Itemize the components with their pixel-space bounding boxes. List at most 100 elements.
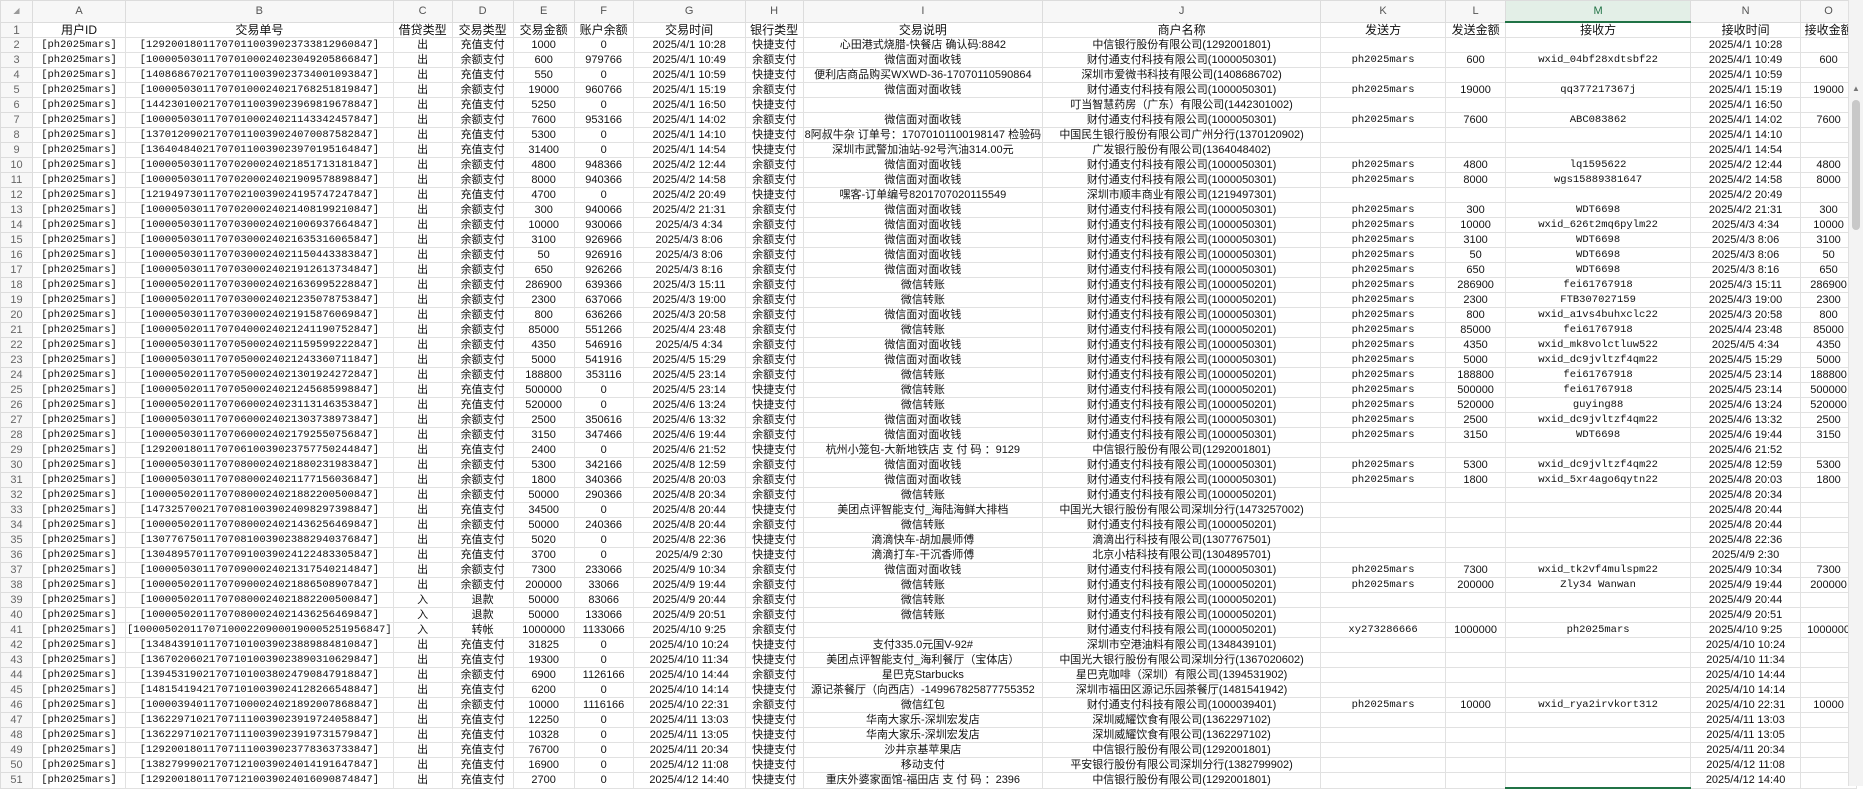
cell-e[interactable]: 550 [512, 67, 575, 83]
cell-k[interactable] [1320, 592, 1447, 608]
cell-j[interactable]: 中国光大银行股份有限公司深圳分行(1473257002) [1042, 502, 1322, 518]
cell-i[interactable]: 微信转账 [802, 367, 1044, 383]
cell-g[interactable]: 2025/4/6 13:24 [632, 397, 746, 413]
cell-i[interactable]: 微信面对面收钱 [802, 247, 1044, 263]
cell-k[interactable]: ph2025mars [1320, 367, 1447, 383]
cell-n[interactable]: 2025/4/10 22:31 [1690, 697, 1802, 713]
cell-a[interactable]: [ph2025mars] [32, 307, 126, 323]
cell-m[interactable] [1505, 532, 1692, 548]
cell-n[interactable]: 2025/4/5 23:14 [1690, 382, 1802, 398]
cell-l[interactable]: 600 [1445, 52, 1507, 68]
cell-g[interactable]: 2025/4/2 12:44 [632, 157, 746, 173]
row-number[interactable]: 17 [0, 262, 33, 278]
cell-l[interactable] [1445, 442, 1507, 458]
cell-f[interactable]: 637066 [573, 292, 634, 308]
cell-c[interactable]: 出 [392, 712, 453, 728]
cell-d[interactable]: 余额支付 [451, 82, 514, 98]
cell-i[interactable]: 星巴克Starbucks [802, 667, 1044, 683]
cell-k[interactable] [1320, 127, 1447, 143]
cell-j[interactable]: 财付通支付科技有限公司(1000050301) [1042, 112, 1322, 128]
cell-n[interactable]: 2025/4/6 19:44 [1690, 427, 1802, 443]
cell-l[interactable] [1445, 547, 1507, 563]
cell-n[interactable]: 2025/4/11 13:03 [1690, 712, 1802, 728]
cell-g[interactable]: 2025/4/10 14:14 [632, 682, 746, 698]
cell-a[interactable]: [ph2025mars] [32, 322, 126, 338]
row-number[interactable]: 9 [0, 142, 33, 158]
row-number[interactable]: 20 [0, 307, 33, 323]
cell-e[interactable]: 520000 [512, 397, 575, 413]
cell-c[interactable]: 出 [392, 262, 453, 278]
row-number[interactable]: 12 [0, 187, 33, 203]
cell-l[interactable] [1445, 667, 1507, 683]
cell-c[interactable]: 出 [392, 112, 453, 128]
cell-m[interactable] [1505, 67, 1692, 83]
cell-c[interactable]: 出 [392, 727, 453, 743]
cell-l[interactable]: 7300 [1445, 562, 1507, 578]
cell-m[interactable]: wgs15889381647 [1505, 172, 1692, 188]
cell-l[interactable]: 3100 [1445, 232, 1507, 248]
cell-h[interactable]: 快捷支付 [744, 187, 804, 203]
cell-j[interactable]: 广发银行股份有限公司(1364048402) [1042, 142, 1322, 158]
row-number[interactable]: 3 [0, 52, 33, 68]
cell-d[interactable]: 充值支付 [451, 502, 514, 518]
cell-e[interactable]: 650 [512, 262, 575, 278]
cell-k[interactable] [1320, 187, 1447, 203]
cell-f[interactable]: 0 [573, 442, 634, 458]
cell-n[interactable]: 2025/4/5 23:14 [1690, 367, 1802, 383]
cell-n[interactable]: 2025/4/2 20:49 [1690, 187, 1802, 203]
cell-e[interactable]: 1000 [512, 37, 575, 53]
cell-k[interactable] [1320, 652, 1447, 668]
cell-l[interactable] [1445, 142, 1507, 158]
header-cell-h[interactable]: 银行类型 [744, 21, 804, 38]
cell-j[interactable]: 财付通支付科技有限公司(1000050201) [1042, 367, 1322, 383]
cell-k[interactable] [1320, 727, 1447, 743]
cell-d[interactable]: 余额支付 [451, 202, 514, 218]
row-number[interactable]: 28 [0, 427, 33, 443]
cell-f[interactable]: 0 [573, 397, 634, 413]
cell-c[interactable]: 出 [392, 307, 453, 323]
cell-f[interactable]: 33066 [573, 577, 634, 593]
cell-a[interactable]: [ph2025mars] [32, 412, 126, 428]
cell-a[interactable]: [ph2025mars] [32, 532, 126, 548]
cell-b[interactable]: [100005030117070800024021880231983847] [125, 457, 394, 473]
cell-n[interactable]: 2025/4/8 12:59 [1690, 457, 1802, 473]
cell-a[interactable]: [ph2025mars] [32, 247, 126, 263]
cell-a[interactable]: [ph2025mars] [32, 172, 126, 188]
cell-n[interactable]: 2025/4/1 10:49 [1690, 52, 1802, 68]
cell-b[interactable]: [100005030117070200024021909578898847] [125, 172, 394, 188]
cell-a[interactable]: [ph2025mars] [32, 367, 126, 383]
cell-j[interactable]: 财付通支付科技有限公司(1000050301) [1042, 457, 1322, 473]
cell-a[interactable]: [ph2025mars] [32, 472, 126, 488]
cell-b[interactable]: [100005030117070100024021768251819847] [125, 82, 394, 98]
cell-k[interactable]: ph2025mars [1320, 82, 1447, 98]
cell-n[interactable]: 2025/4/10 14:14 [1690, 682, 1802, 698]
cell-m[interactable] [1505, 547, 1692, 563]
cell-e[interactable]: 12250 [512, 712, 575, 728]
cell-a[interactable]: [ph2025mars] [32, 427, 126, 443]
cell-h[interactable]: 快捷支付 [744, 67, 804, 83]
cell-f[interactable]: 0 [573, 532, 634, 548]
cell-h[interactable]: 余额支付 [744, 412, 804, 428]
cell-j[interactable]: 财付通支付科技有限公司(1000050301) [1042, 157, 1322, 173]
cell-m[interactable] [1505, 142, 1692, 158]
cell-b[interactable]: [100005030117070300024021635316065847] [125, 232, 394, 248]
cell-n[interactable]: 2025/4/1 10:28 [1690, 37, 1802, 53]
cell-b[interactable]: [100005030117070900024021317540214847] [125, 562, 394, 578]
cell-b[interactable]: [147325700217070810039024098297398847] [125, 502, 394, 518]
cell-f[interactable]: 926966 [573, 232, 634, 248]
cell-b[interactable]: [148154194217071010039024128266548847] [125, 682, 394, 698]
cell-e[interactable]: 50000 [512, 487, 575, 503]
row-number[interactable]: 43 [0, 652, 33, 668]
cell-n[interactable]: 2025/4/3 8:06 [1690, 232, 1802, 248]
cell-i[interactable]: 微信面对面收钱 [802, 157, 1044, 173]
row-number[interactable]: 14 [0, 217, 33, 233]
cell-c[interactable]: 出 [392, 247, 453, 263]
cell-e[interactable]: 2300 [512, 292, 575, 308]
select-all-triangle-icon[interactable]: ◢ [0, 0, 33, 23]
cell-c[interactable]: 出 [392, 637, 453, 653]
cell-i[interactable]: 微信面对面收钱 [802, 457, 1044, 473]
cell-m[interactable] [1505, 127, 1692, 143]
cell-k[interactable]: ph2025mars [1320, 697, 1447, 713]
cell-a[interactable]: [ph2025mars] [32, 757, 126, 773]
cell-k[interactable]: ph2025mars [1320, 112, 1447, 128]
